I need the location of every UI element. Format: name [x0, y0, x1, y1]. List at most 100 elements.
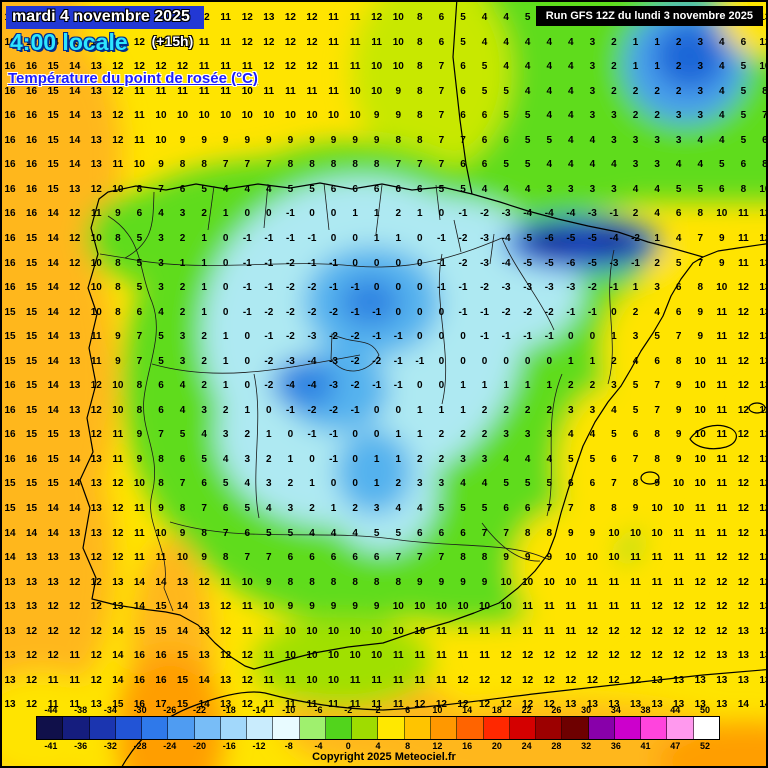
grid-value: -1: [242, 306, 252, 318]
grid-value: 15: [4, 478, 16, 490]
local-time-label: 4:00 locale: [10, 29, 128, 55]
grid-value: 2: [503, 404, 509, 416]
grid-value: 13: [220, 674, 232, 686]
grid-value: 3: [524, 429, 531, 441]
grid-value: 16: [155, 650, 167, 662]
grid-value: 11: [716, 503, 728, 514]
grid-value: 3: [697, 85, 704, 97]
colorbar-segment: [37, 717, 64, 739]
grid-value: 12: [759, 478, 766, 490]
grid-value: 13: [651, 699, 663, 711]
grid-value: 3: [179, 208, 186, 220]
grid-value: 9: [503, 552, 509, 564]
grid-value: 3: [611, 380, 617, 392]
grid-value: -3: [587, 208, 597, 220]
grid-value: 10: [694, 478, 706, 490]
grid-value: 14: [47, 331, 59, 343]
grid-value: 11: [285, 85, 296, 97]
grid-value: 4: [524, 85, 531, 97]
grid-value: 13: [198, 625, 210, 637]
colorbar-segment: [63, 717, 90, 739]
grid-value: 16: [4, 110, 16, 122]
grid-value: 9: [266, 576, 272, 588]
grid-value: 1: [222, 380, 229, 392]
grid-value: 11: [716, 306, 728, 318]
grid-value: 0: [395, 306, 402, 318]
grid-value: 10: [90, 232, 102, 244]
grid-value: 11: [241, 625, 253, 637]
grid-value: 16: [4, 159, 16, 171]
grid-value: 10: [500, 601, 512, 613]
grid-value: 10: [133, 478, 145, 490]
grid-value: 12: [220, 625, 232, 637]
grid-value: 12: [112, 552, 124, 564]
grid-value: 11: [673, 527, 684, 539]
grid-value: 10: [392, 601, 404, 613]
grid-value: 15: [155, 625, 167, 637]
grid-value: 5: [524, 12, 531, 23]
grid-value: 14: [47, 503, 59, 514]
grid-value: 16: [26, 85, 38, 97]
colorbar-label: -20: [193, 741, 207, 751]
grid-value: 11: [716, 453, 728, 465]
grid-value: 8: [352, 159, 358, 171]
grid-value: 8: [115, 306, 121, 318]
colorbar-label: 34: [610, 705, 621, 715]
grid-value: 11: [565, 625, 577, 637]
grid-value: 4: [481, 12, 488, 23]
colorbar-label: 41: [640, 741, 651, 751]
grid-value: 3: [589, 36, 596, 48]
grid-value: 11: [47, 699, 59, 711]
grid-value: 14: [759, 699, 766, 711]
grid-value: 12: [133, 61, 145, 73]
grid-value: 12: [306, 36, 318, 48]
grid-value: 4: [460, 478, 466, 490]
grid-value: 3: [589, 110, 596, 122]
grid-value: 4: [503, 453, 509, 465]
grid-value: 6: [136, 208, 143, 220]
grid-value: -6: [566, 257, 576, 269]
grid-value: 16: [26, 183, 38, 195]
grid-value: 4: [179, 380, 186, 392]
grid-value: 2: [611, 61, 617, 73]
grid-value: 10: [435, 601, 447, 613]
grid-value: 1: [287, 453, 294, 465]
grid-value: 0: [244, 380, 251, 392]
grid-value: 7: [136, 331, 143, 343]
grid-value: 1: [611, 331, 617, 343]
grid-value: 5: [460, 183, 466, 195]
grid-value: -2: [329, 404, 338, 416]
grid-value: 11: [414, 650, 426, 662]
grid-value: 13: [759, 380, 766, 392]
grid-value: -1: [285, 404, 295, 416]
grid-value: 12: [90, 404, 102, 416]
grid-value: 14: [47, 208, 59, 220]
grid-value: 12: [522, 674, 534, 686]
grid-value: 13: [198, 650, 210, 662]
grid-value: 9: [460, 576, 466, 588]
grid-value: 6: [179, 453, 186, 465]
grid-value: 3: [222, 429, 229, 441]
grid-value: 6: [417, 183, 423, 195]
grid-value: 7: [675, 331, 682, 343]
grid-value: 13: [629, 699, 642, 711]
grid-value: 11: [371, 699, 382, 711]
grid-value: 15: [176, 699, 189, 711]
grid-value: 4: [481, 478, 488, 490]
grid-value: 12: [737, 331, 749, 343]
grid-value: 9: [719, 257, 725, 269]
grid-value: -1: [372, 331, 382, 343]
grid-value: 1: [266, 429, 272, 441]
grid-value: 12: [759, 232, 766, 244]
coastline: [79, 2, 766, 766]
grid-value: 11: [285, 699, 296, 711]
grid-value: 16: [4, 183, 16, 195]
grid-value: 10: [694, 453, 706, 465]
grid-value: 10: [371, 625, 383, 637]
grid-value: 1: [589, 355, 596, 367]
grid-value: 12: [673, 650, 685, 662]
grid-value: 4: [417, 503, 423, 514]
grid-value: 12: [371, 12, 383, 23]
grid-value: 13: [90, 453, 102, 465]
